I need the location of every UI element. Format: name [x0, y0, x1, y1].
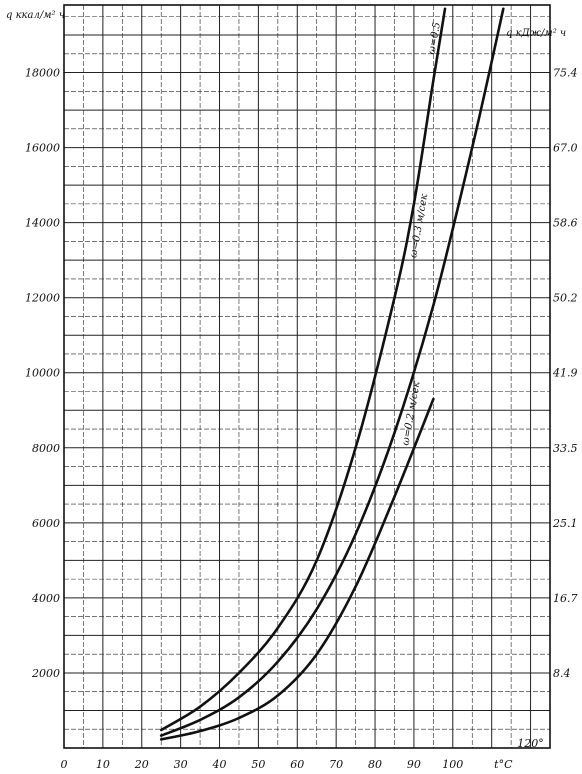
x-tick-label: 100 — [442, 758, 463, 771]
y-right-tick-label: 75.4 — [553, 67, 578, 80]
y-right-tick-label: 8.4 — [553, 667, 571, 680]
y-left-tick-label: 10000 — [25, 367, 60, 380]
y-left-tick-label: 12000 — [25, 292, 60, 305]
y-right-axis-label: q кДж/м² ч — [506, 28, 566, 39]
x-extra-label: t°C — [494, 758, 513, 771]
y-right-tick-label: 58.6 — [553, 217, 578, 230]
y-right-tick-label: 33.5 — [553, 442, 578, 455]
x-tick-label: 50 — [251, 758, 265, 771]
x-tick-label: 20 — [134, 758, 149, 771]
x-tick-label: 60 — [290, 758, 304, 771]
y-left-tick-label: 16000 — [25, 142, 60, 155]
y-right-tick-label: 50.2 — [553, 292, 578, 305]
y-left-axis-label: q ккал/м² ч — [6, 10, 65, 21]
y-left-tick-label: 14000 — [25, 217, 60, 230]
y-left-tick-label: 18000 — [25, 67, 60, 80]
x-tick-label: 40 — [212, 758, 227, 771]
y-left-tick-label: 2000 — [31, 667, 60, 680]
x-tick-label: 90 — [407, 758, 421, 771]
major-grid — [64, 5, 550, 748]
plot-frame — [63, 4, 551, 749]
y-left-tick-label: 8000 — [32, 442, 60, 455]
series-curve-3 — [159, 397, 435, 741]
x-extra-label: 120° — [517, 737, 544, 750]
x-tick-label: 10 — [96, 758, 110, 771]
x-tick-label: 0 — [61, 758, 68, 771]
y-left-tick-label: 4000 — [31, 592, 60, 605]
series-curve-2 — [159, 7, 505, 737]
y-left-tick-labels: 2000 4000 6000 8000 10000 12000 14000 16000 1800… — [25, 67, 60, 680]
y-right-tick-label: 16.7 — [553, 592, 578, 605]
y-right-tick-label: 25.1 — [552, 517, 578, 530]
y-right-tick-labels: 8.4 16.7 25.1 33.5 41.9 50.2 58.6 67.0 75.4 — [552, 67, 578, 680]
y-right-tick-label: 41.9 — [552, 367, 578, 380]
x-tick-labels: 0 10 20 30 40 50 60 70 80 90 100 t°C 120° — [61, 737, 544, 771]
x-tick-label: 30 — [174, 758, 188, 771]
x-tick-label: 80 — [368, 758, 382, 771]
series-curve-1 — [159, 7, 447, 732]
minor-grid — [64, 5, 550, 748]
y-left-tick-label: 6000 — [32, 517, 60, 530]
x-tick-label: 70 — [329, 758, 343, 771]
y-right-tick-label: 67.0 — [553, 142, 578, 155]
curves — [159, 7, 505, 741]
